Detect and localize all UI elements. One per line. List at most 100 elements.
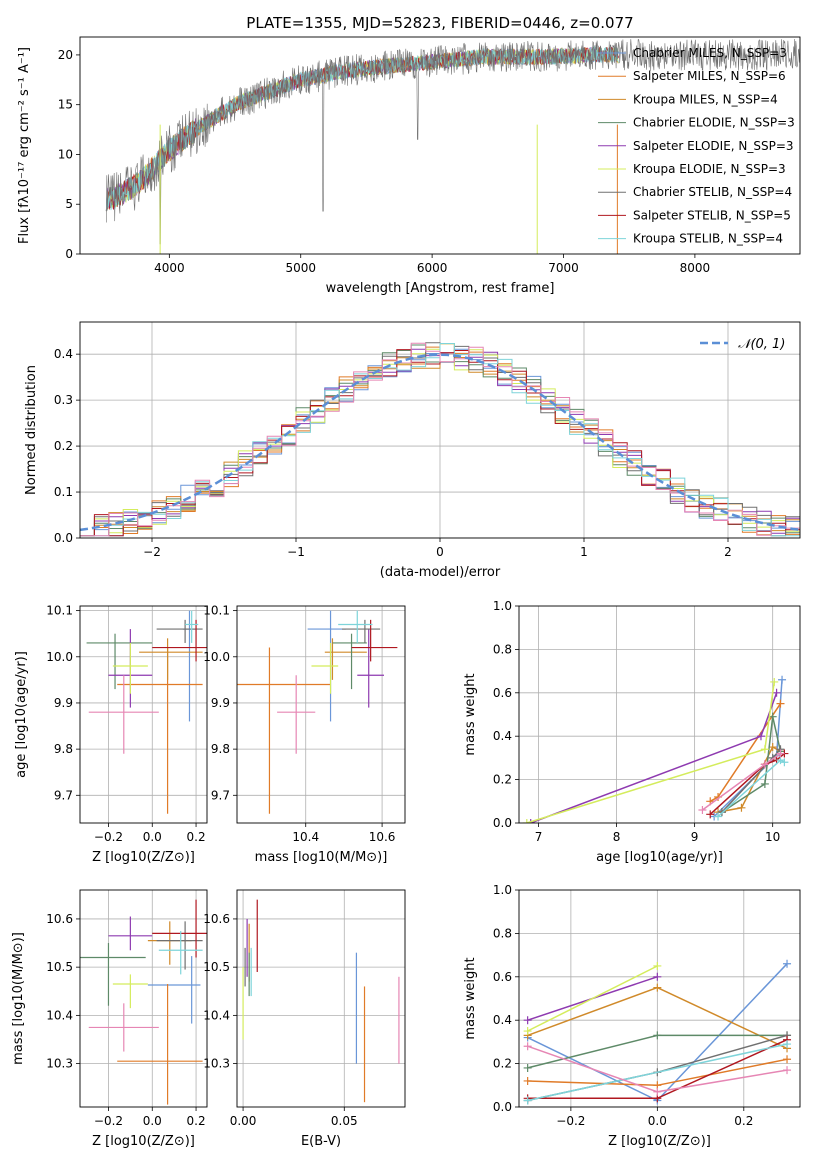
plot-area-weight-age: [519, 606, 800, 823]
x-tick-label: 0.2: [734, 1114, 753, 1128]
weight-marker: [772, 688, 781, 697]
panel-mass-Z: −0.2 0.0 0.2 10.3 10.4 10.5 10.6 Z [log10(Z/Z⊙)…: [11, 889, 208, 1149]
y-tick-label: 0.4: [493, 1013, 512, 1027]
y-tick-label: 0.4: [493, 729, 512, 743]
x-tick-label: 10.4: [292, 830, 319, 844]
legend-label: 𝒩(0, 1): [738, 337, 785, 352]
weight-marker: [526, 819, 535, 823]
x-axis-label: wavelength [Angstrom, rest frame]: [326, 281, 555, 296]
x-tick-label: −0.2: [556, 1114, 585, 1128]
x-tick-label: −1: [287, 545, 305, 559]
axes-frame: [79, 605, 208, 824]
plot-area-mass-EBV: [237, 890, 405, 1107]
axes-frame: [79, 36, 801, 255]
weight-marker: [780, 758, 789, 767]
weight-marker: [523, 1063, 532, 1072]
y-tick-label: 10.3: [203, 1057, 230, 1071]
y-tick-label: 9.8: [211, 742, 230, 756]
plot-area-age-Z: [80, 606, 207, 823]
y-tick-label: 9.7: [54, 788, 73, 802]
y-tick-label: 10: [58, 147, 73, 161]
weight-marker: [653, 983, 662, 992]
x-tick-label: 1: [580, 545, 588, 559]
axes-frame: [518, 889, 801, 1108]
y-tick-label: 10.5: [46, 960, 73, 974]
weight-series-line: [527, 1043, 788, 1102]
y-axis-label: mass weight: [463, 673, 478, 755]
y-tick-label: 0.8: [493, 642, 512, 656]
y-tick-label: 0.1: [54, 485, 73, 499]
y-tick-label: 9.8: [54, 742, 73, 756]
legend-label: Kroupa MILES, N_SSP=4: [633, 92, 778, 106]
y-tick-label: 9.7: [211, 788, 230, 802]
x-tick-label: 6000: [417, 261, 448, 275]
y-tick-label: 15: [58, 98, 73, 112]
weight-marker: [653, 1031, 662, 1040]
x-tick-label: 10.6: [369, 830, 396, 844]
x-tick-label: 0: [436, 545, 444, 559]
x-axis-label: E(B-V): [301, 1134, 341, 1149]
y-tick-label: 10.0: [46, 650, 73, 664]
weight-marker: [783, 1066, 792, 1075]
weight-marker: [714, 812, 723, 821]
y-tick-label: 10.0: [203, 650, 230, 664]
weight-marker: [523, 1042, 532, 1051]
weight-marker: [706, 810, 715, 819]
weight-marker: [783, 1040, 792, 1049]
weight-marker: [776, 699, 785, 708]
y-tick-label: 0.0: [54, 531, 73, 545]
weight-marker: [768, 743, 777, 752]
x-axis-label: Z [log10(Z/Z⊙)]: [92, 1134, 195, 1149]
y-tick-label: 1.0: [493, 599, 512, 613]
plot-area-spectrum: [105, 38, 800, 254]
x-tick-label: 4000: [154, 261, 185, 275]
axes-frame: [79, 321, 801, 539]
x-tick-label: 0.0: [648, 1114, 667, 1128]
weight-marker: [756, 732, 765, 741]
x-axis-label: (data-model)/error: [380, 565, 501, 580]
y-tick-label: 9.9: [211, 696, 230, 710]
x-tick-label: 2: [724, 545, 732, 559]
x-tick-label: 10: [765, 830, 780, 844]
y-tick-label: 10.4: [203, 1008, 230, 1022]
panel-residuals: −2 −1 0 1 2 0.0 0.1 0.2 0.3 0.4 𝒩(0, 1) (data-model…: [24, 321, 801, 580]
weight-series-line: [721, 716, 782, 813]
weight-marker: [783, 1055, 792, 1064]
x-tick-label: 8: [613, 830, 621, 844]
y-tick-label: 0.4: [54, 347, 73, 361]
legend-label: Salpeter MILES, N_SSP=6: [633, 69, 786, 83]
weight-marker: [653, 961, 662, 970]
weight-marker: [522, 819, 531, 823]
y-tick-label: 10.6: [203, 912, 230, 926]
axes-frame: [518, 605, 801, 824]
y-tick-label: 10.6: [46, 912, 73, 926]
legend-label: Kroupa STELIB, N_SSP=4: [633, 232, 783, 246]
weight-series-line: [527, 965, 658, 1032]
y-tick-label: 0.0: [493, 1100, 512, 1114]
y-tick-label: 0.6: [493, 970, 512, 984]
x-tick-label: 9: [691, 830, 699, 844]
panel-age-Z: −0.2 0.0 0.2 9.7 9.8 9.9 10.0 10.1 Z [log10(Z/Z⊙…: [14, 604, 208, 865]
legend-label: Salpeter STELIB, N_SSP=5: [633, 208, 791, 222]
weight-marker: [523, 1027, 532, 1036]
y-tick-label: 5: [65, 197, 73, 211]
y-tick-label: 0.8: [493, 926, 512, 940]
x-tick-label: 0.05: [331, 1114, 358, 1128]
axes-frame: [236, 605, 406, 824]
plot-area-weight-Z: [519, 890, 800, 1107]
y-tick-label: 0.0: [493, 816, 512, 830]
y-tick-label: 10.3: [46, 1057, 73, 1071]
x-axis-label: Z [log10(Z/Z⊙)]: [92, 850, 195, 865]
y-axis-label: mass [log10(M/M⊙)]: [11, 932, 26, 1065]
weight-marker: [698, 805, 707, 814]
y-tick-label: 10.5: [203, 960, 230, 974]
weight-marker: [760, 745, 769, 754]
x-axis-label: mass [log10(M/M⊙)]: [255, 850, 388, 865]
x-tick-label: 0.2: [187, 1114, 206, 1128]
y-tick-label: 0.2: [493, 1057, 512, 1071]
x-axis-label: age [log10(age/yr)]: [596, 850, 723, 865]
x-tick-label: 0.0: [143, 1114, 162, 1128]
y-tick-label: 0.2: [493, 773, 512, 787]
x-tick-label: 7000: [548, 261, 579, 275]
